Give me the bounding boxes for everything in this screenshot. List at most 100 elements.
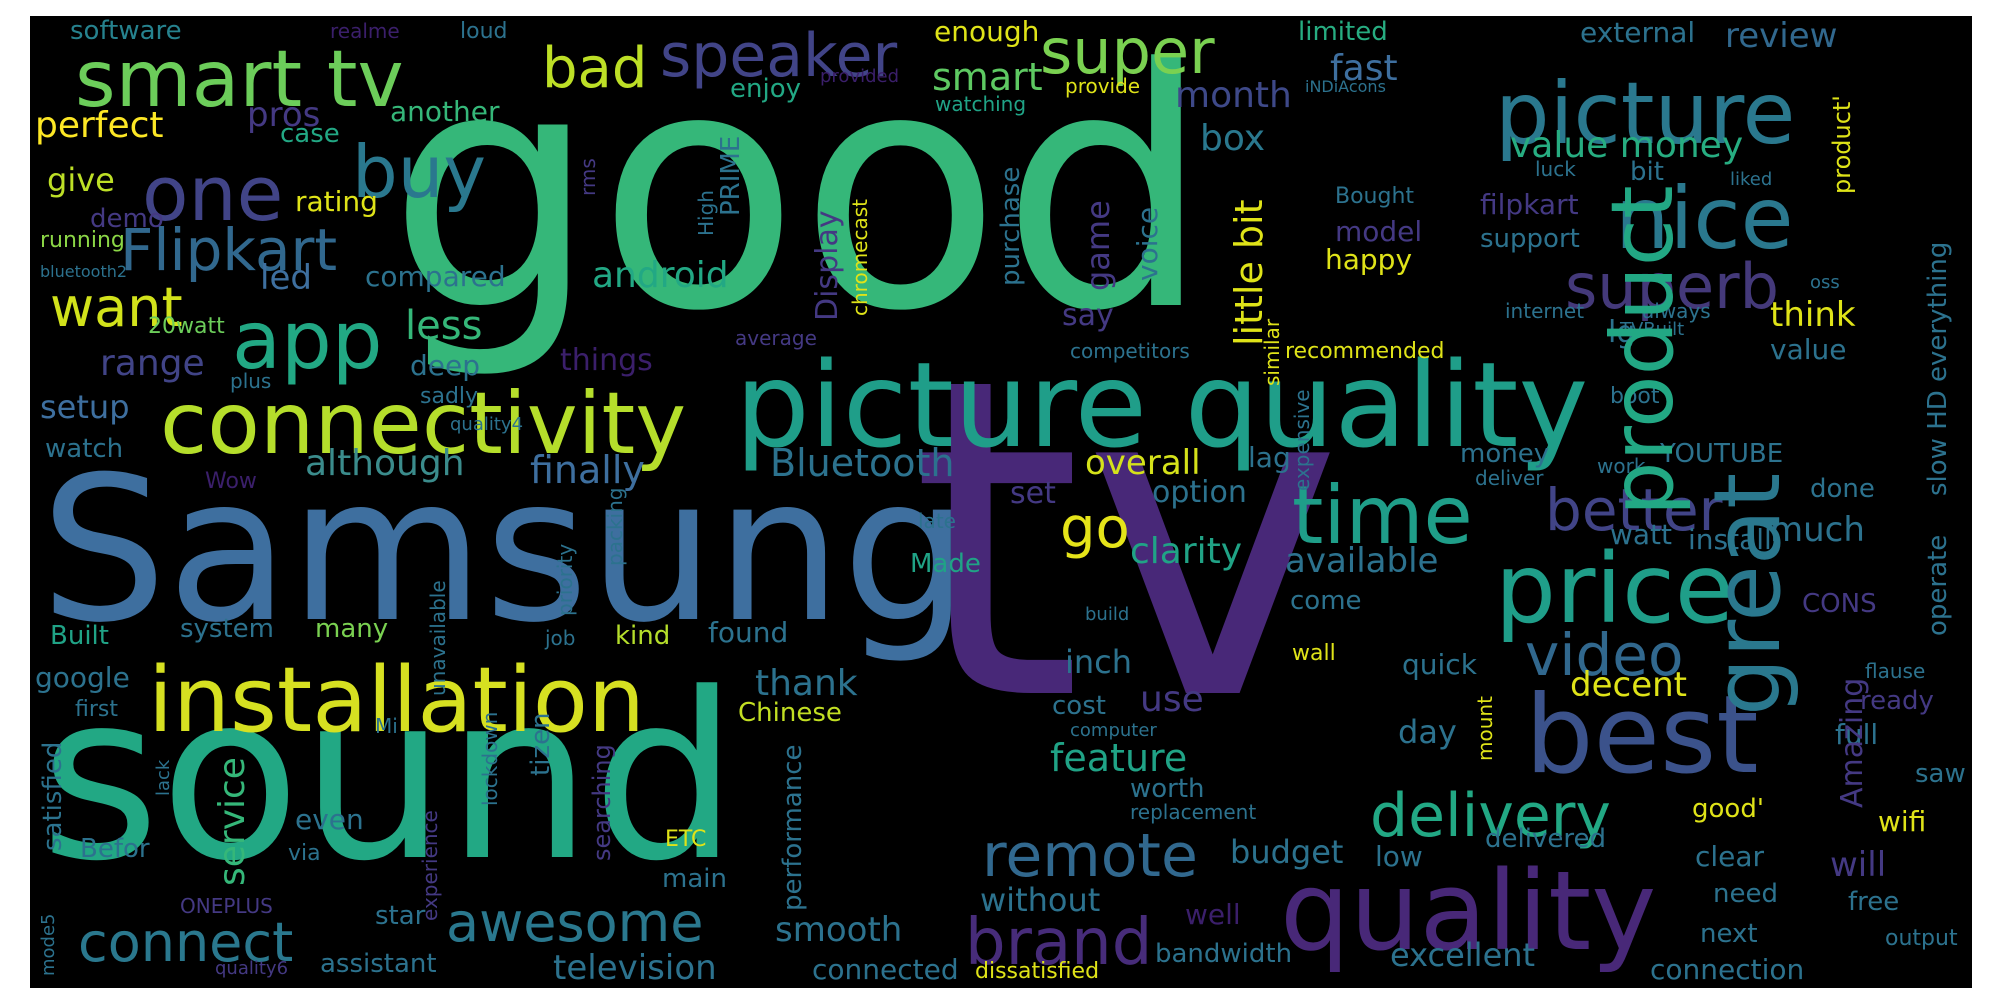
word-chinese: Chinese — [738, 698, 842, 728]
word-picture-quality: picture quality — [735, 336, 1589, 474]
word-buy: buy — [352, 130, 486, 214]
word-overall: overall — [1085, 443, 1201, 483]
word-set: set — [1010, 476, 1056, 511]
word-dissatisfied: dissatisfied — [975, 959, 1100, 984]
word-compared: compared — [365, 260, 506, 293]
word-luck: luck — [1535, 157, 1576, 181]
word-led: led — [260, 258, 312, 298]
word-etc: ETC — [665, 827, 707, 852]
word-packing: packing — [603, 487, 627, 566]
word-external: external — [1580, 16, 1696, 49]
word-internet: internet — [1505, 299, 1585, 323]
word-enough: enough — [934, 16, 1040, 48]
word-nice: nice — [1615, 169, 1794, 269]
word-computer: computer — [1070, 720, 1157, 741]
word-month: month — [1175, 75, 1292, 116]
word-first: first — [75, 697, 118, 722]
word-install: install — [1688, 523, 1772, 556]
word-come: come — [1290, 586, 1362, 616]
word-loud: loud — [460, 19, 508, 44]
word-bit: bit — [1630, 157, 1664, 187]
word-picture: picture — [1495, 64, 1796, 164]
word-bluetooth2: bluetooth2 — [40, 262, 128, 281]
word-priority: priority — [553, 543, 577, 616]
word-option: option — [1152, 475, 1247, 510]
word-lack: lack — [153, 759, 174, 796]
word-finally: finally — [530, 448, 645, 492]
word-good-quote: good' — [1692, 794, 1764, 824]
word-full: full — [1835, 718, 1879, 751]
word-flipkart: Flipkart — [120, 216, 338, 284]
word-mi: Mi — [375, 714, 398, 738]
word-support: support — [1480, 224, 1580, 254]
word-delivery: delivery — [1370, 781, 1611, 851]
word-provided: provided — [820, 66, 900, 87]
word-think: think — [1770, 295, 1856, 335]
word-much: much — [1770, 510, 1865, 550]
word-purchase: purchase — [996, 166, 1026, 286]
word-prime: PRIME — [716, 135, 746, 216]
word-cost: cost — [1052, 691, 1106, 721]
word-chromecast: chromecast — [848, 199, 872, 316]
word-awesome: awesome — [446, 891, 704, 954]
word-even: even — [295, 803, 364, 836]
word-many: many — [315, 614, 389, 644]
word-build: build — [1085, 604, 1130, 625]
word-searching: searching — [588, 744, 616, 861]
word-competitors: competitors — [1070, 339, 1190, 363]
word-review: review — [1725, 16, 1838, 56]
word-superb: superb — [1565, 250, 1779, 323]
word-demo: demo — [90, 204, 164, 234]
word-say: say — [1062, 298, 1114, 333]
word-although: although — [305, 443, 465, 484]
word-quick: quick — [1402, 648, 1477, 681]
word-time: time — [1292, 469, 1473, 562]
word-good: good — [388, 16, 1211, 383]
word-super: super — [1040, 16, 1215, 88]
word-less: less — [405, 303, 483, 349]
word-thank: thank — [755, 663, 858, 704]
word-rating: rating — [295, 185, 378, 218]
word-watching: watching — [935, 92, 1027, 116]
word-well: well — [1185, 898, 1241, 931]
word-satisfied: satisfied — [38, 741, 68, 851]
word-similar: similar — [1260, 318, 1284, 386]
word-value: value — [1770, 333, 1847, 366]
word-plus: plus — [230, 369, 272, 393]
word-inch: inch — [1065, 643, 1133, 681]
word-available: available — [1285, 541, 1439, 581]
word-connected: connected — [812, 953, 959, 986]
word-game: game — [1079, 200, 1117, 291]
word-20watt: 20watt — [148, 314, 225, 339]
word-lockdown: lockdown — [478, 711, 502, 806]
word-mode5: mode5 — [38, 913, 59, 977]
word-google: google — [35, 661, 130, 694]
word-free: free — [1848, 887, 1900, 917]
word-mount: mount — [1473, 696, 1497, 761]
word-delivered: delivered — [1485, 824, 1606, 854]
word-use: use — [1140, 679, 1204, 720]
word-lag: lag — [1248, 441, 1291, 474]
word-samsung: Samsung — [40, 434, 970, 667]
word-remote: remote — [982, 821, 1198, 891]
word-work: work — [1597, 454, 1646, 478]
word-oneplus: ONEPLUS — [180, 894, 273, 918]
word-cons: CONS — [1802, 589, 1877, 619]
word-display: Display — [810, 210, 845, 321]
word-value-money: value money — [1510, 125, 1744, 166]
word-realme: realme — [330, 19, 400, 43]
word-wow: Wow — [205, 469, 257, 494]
word-kind: kind — [615, 621, 671, 651]
word-slow-hd-everything: slow HD everything — [1923, 241, 1953, 496]
word-case: case — [280, 119, 340, 149]
word-built: Built — [50, 621, 109, 651]
word-smart-tv: smart tv — [75, 35, 404, 125]
word-clarity: clarity — [1130, 531, 1243, 572]
word-speaker: speaker — [660, 21, 898, 91]
word-sound: sound — [40, 645, 739, 912]
word-saw: saw — [1915, 759, 1966, 789]
word-clear: clear — [1695, 840, 1765, 873]
word-boot: boot — [1610, 384, 1660, 409]
word-video: video — [1525, 621, 1684, 689]
word-decent: decent — [1570, 665, 1687, 705]
